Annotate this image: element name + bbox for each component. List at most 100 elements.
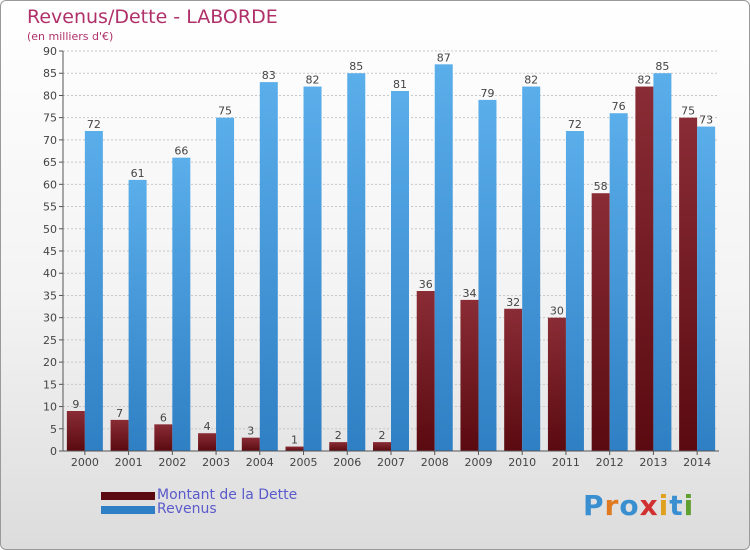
dette-value-label: 9 [72,398,79,411]
y-tick-label: 20 [43,356,57,369]
revenus-value-label: 83 [262,69,276,82]
y-tick-label: 65 [43,156,57,169]
revenus-value-label: 82 [306,74,320,87]
x-tick-label: 2009 [464,456,492,469]
x-tick-label: 2013 [639,456,667,469]
x-tick-label: 2014 [683,456,711,469]
labels: 0 5 10 15 20 25 30 35 40 45 50 55 60 65 70 75 80 85 90 2000… [43,45,713,469]
revenus-bar [565,131,584,451]
y-tick-label: 35 [43,289,57,302]
x-tick-label: 2012 [596,456,624,469]
y-tick-label: 40 [43,267,57,280]
y-tick-label: 25 [43,334,57,347]
dette-bar [154,424,173,451]
dette-value-label: 58 [594,180,608,193]
revenus-value-label: 61 [131,167,145,180]
revenus-value-label: 85 [349,60,363,73]
revenus-bar [216,117,235,452]
x-tick-label: 2006 [333,456,361,469]
logo-letter: i [683,489,695,522]
dette-value-label: 32 [506,296,520,309]
y-tick-label: 75 [43,112,57,125]
bars [66,64,716,452]
logo-letter: P [583,489,605,522]
revenus-value-label: 81 [393,78,407,91]
y-tick-label: 5 [50,423,57,436]
logo-letter: o [619,489,640,522]
dette-value-label: 2 [335,429,342,442]
dette-bar [241,437,260,451]
blue-swatch-icon [101,506,155,514]
revenus-value-label: 72 [87,118,101,131]
dette-bar [198,433,217,451]
dette-bar [416,291,435,451]
y-tick-label: 10 [43,401,57,414]
dette-bar [285,446,304,451]
dette-value-label: 4 [204,420,211,433]
x-tick-label: 2004 [246,456,274,469]
y-tick-label: 90 [43,45,57,58]
revenus-bar [653,73,672,451]
revenus-bar [347,73,366,451]
revenus-bar [128,179,147,451]
y-tick-label: 55 [43,201,57,214]
dark-red-swatch-icon [101,492,155,500]
revenus-bar [697,126,716,452]
dette-bar [329,442,348,451]
axes [59,50,719,455]
dette-value-label: 36 [419,278,433,291]
x-tick-label: 2005 [290,456,318,469]
proxiti-logo: Proxiti [583,489,694,522]
y-tick-label: 15 [43,378,57,391]
dette-bar [547,317,566,451]
dette-value-label: 34 [462,287,476,300]
legend-label-revenus: Revenus [157,501,217,517]
dette-value-label: 6 [160,411,167,424]
y-tick-label: 30 [43,312,57,325]
y-tick-label: 60 [43,178,57,191]
dette-bar [635,86,654,452]
revenus-value-label: 66 [174,145,188,158]
y-tick-label: 0 [50,445,57,458]
x-tick-label: 2007 [377,456,405,469]
x-tick-label: 2011 [552,456,580,469]
revenus-value-label: 75 [218,105,232,118]
revenus-bar [303,86,322,452]
revenus-bar [522,86,541,452]
revenus-bar [259,82,278,451]
revenus-value-label: 72 [568,118,582,131]
dette-bar [373,442,391,451]
x-tick-label: 2000 [71,456,99,469]
dette-bar [110,419,129,451]
revenus-value-label: 85 [655,60,669,73]
x-tick-label: 2008 [421,456,449,469]
x-tick-label: 2002 [158,456,186,469]
chart-subtitle: (en milliers d'€) [27,30,114,43]
dette-bar [679,117,698,452]
logo-letter: t [669,489,684,522]
revenus-value-label: 73 [699,114,713,127]
dette-bar [591,193,610,451]
dette-value-label: 1 [291,434,298,447]
y-tick-label: 85 [43,67,57,80]
logo-letter: x [639,489,659,522]
logo-letter: r [604,489,620,522]
dette-bar [504,308,523,451]
logo-letter: i [658,489,670,522]
revenus-bar [478,99,497,451]
revenus-bar [609,113,628,451]
dette-value-label: 75 [681,105,695,118]
revenus-value-label: 87 [437,51,451,64]
dette-value-label: 2 [379,429,386,442]
revenus-value-label: 76 [612,100,626,113]
revenus-bar [84,131,103,451]
x-tick-label: 2003 [202,456,230,469]
y-tick-label: 70 [43,134,57,147]
chart-title: Revenus/Dette - LABORDE [27,6,278,28]
y-tick-label: 80 [43,89,57,102]
legend-label-dette: Montant de la Dette [157,487,298,503]
dette-value-label: 82 [637,74,651,87]
y-tick-label: 45 [43,245,57,258]
